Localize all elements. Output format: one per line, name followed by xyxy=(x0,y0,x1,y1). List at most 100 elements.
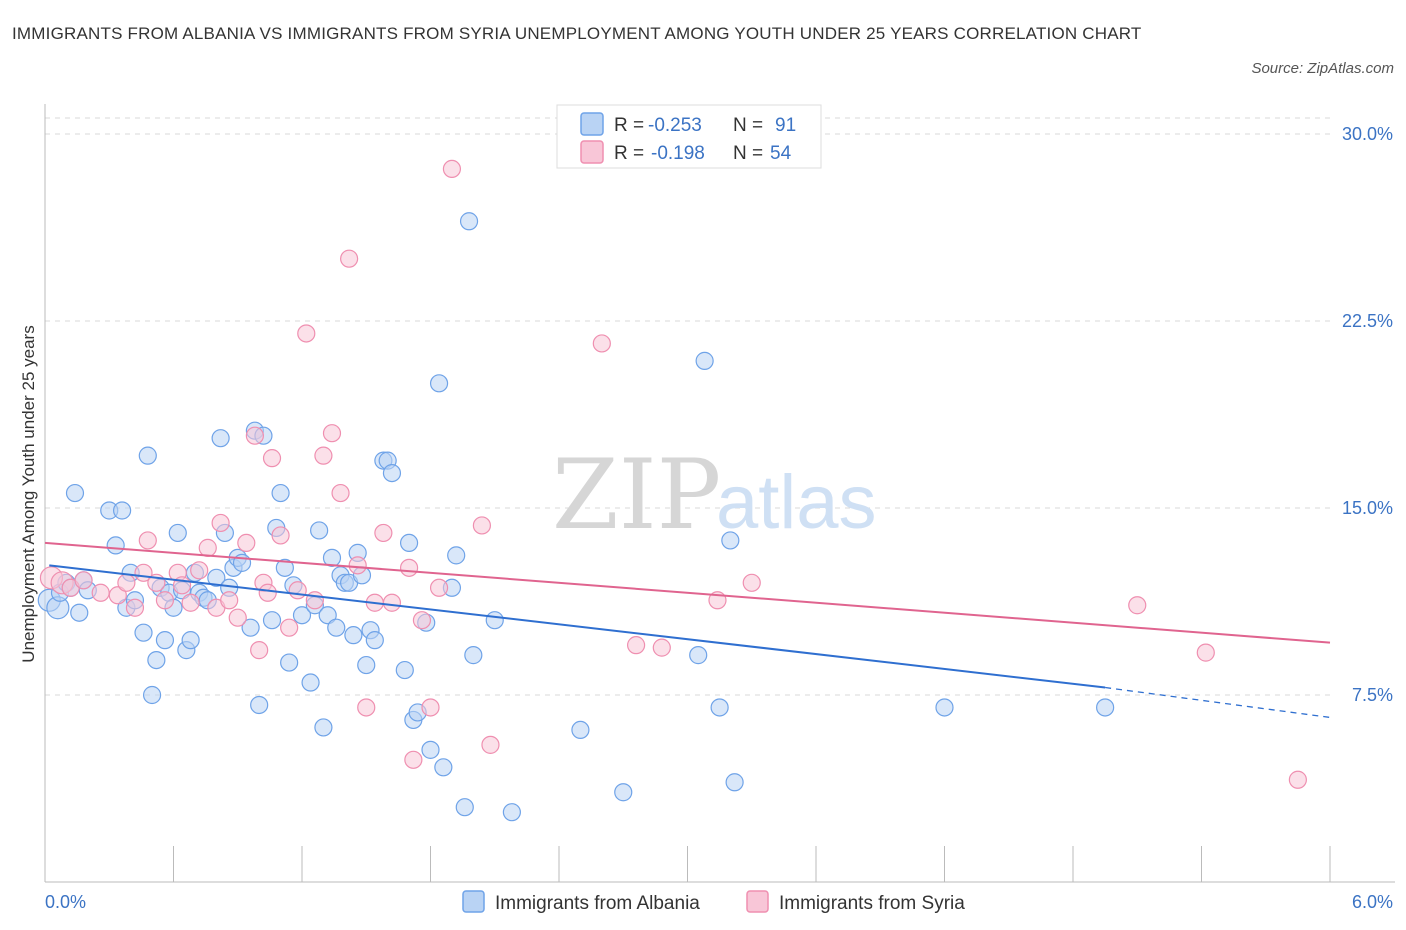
point-albania-45 xyxy=(275,558,294,577)
point-syria-36 xyxy=(348,556,367,575)
bottom-legend-label-syria: Immigrants from Syria xyxy=(779,893,965,914)
point-syria-14 xyxy=(181,593,200,612)
point-albania-38 xyxy=(241,618,260,637)
point-albania-91 xyxy=(1096,698,1115,717)
point-albania-23 xyxy=(168,523,187,543)
point-syria-50 xyxy=(626,636,646,655)
point-albania-78 xyxy=(455,798,474,817)
point-syria-25 xyxy=(258,583,277,602)
point-albania-51 xyxy=(310,521,329,540)
point-albania-80 xyxy=(464,646,483,665)
point-syria-27 xyxy=(271,526,290,545)
point-albania-55 xyxy=(327,618,346,637)
trend-line-albania-extension xyxy=(1105,686,1331,719)
y-tick-label-0: 7.5% xyxy=(1352,685,1393,705)
point-syria-37 xyxy=(357,698,376,717)
bottom-legend-label-albania: Immigrants from Albania xyxy=(495,893,700,914)
point-albania-69 xyxy=(399,533,419,553)
point-albania-11 xyxy=(112,501,132,520)
point-syria-9 xyxy=(138,531,157,550)
point-syria-33 xyxy=(322,424,342,443)
y-axis-title: Unemployment Among Youth under 25 years xyxy=(19,325,38,662)
point-syria-54 xyxy=(1128,596,1147,615)
point-albania-82 xyxy=(502,803,521,822)
point-albania-75 xyxy=(434,758,453,777)
point-albania-15 xyxy=(134,623,153,642)
legend-n-label-albania: N = xyxy=(733,115,763,136)
legend-n-value-syria: 54 xyxy=(770,143,792,164)
point-albania-49 xyxy=(301,673,320,692)
point-syria-53 xyxy=(742,573,761,592)
point-syria-26 xyxy=(262,449,282,468)
point-albania-81 xyxy=(485,611,504,630)
point-syria-18 xyxy=(211,513,230,533)
point-albania-79 xyxy=(459,212,479,231)
point-albania-31 xyxy=(207,568,226,587)
point-syria-34 xyxy=(331,483,350,503)
point-syria-48 xyxy=(481,735,500,754)
top-legend: R = -0.253 N = 91 R = -0.198 N = 54 xyxy=(556,104,822,169)
watermark: ZIP atlas xyxy=(552,439,877,551)
point-syria-49 xyxy=(592,334,611,353)
watermark-zip: ZIP xyxy=(552,439,721,551)
point-syria-31 xyxy=(305,591,324,610)
point-albania-5 xyxy=(65,483,85,503)
point-albania-48 xyxy=(292,606,312,625)
point-albania-83 xyxy=(571,720,590,740)
point-syria-15 xyxy=(190,561,209,580)
point-syria-22 xyxy=(245,426,264,445)
series-albania-points xyxy=(37,212,1115,822)
point-albania-90 xyxy=(935,698,954,717)
y-tick-labels: 7.5% 15.0% 22.5% 30.0% xyxy=(1342,124,1393,705)
point-syria-16 xyxy=(198,538,217,557)
source-label: Source: ZipAtlas.com xyxy=(1251,60,1394,77)
point-albania-77 xyxy=(447,546,466,565)
point-syria-7 xyxy=(125,598,145,617)
point-albania-32 xyxy=(211,429,230,448)
point-syria-19 xyxy=(220,591,239,610)
point-albania-44 xyxy=(271,483,290,503)
point-albania-6 xyxy=(70,603,89,622)
point-syria-44 xyxy=(421,698,440,717)
point-albania-85 xyxy=(689,646,708,665)
legend-r-label-syria: R = xyxy=(614,143,644,164)
point-albania-87 xyxy=(710,698,729,717)
point-syria-40 xyxy=(382,593,402,612)
point-albania-89 xyxy=(725,773,744,792)
x-tick-label-max: 6.0% xyxy=(1352,892,1393,912)
point-albania-88 xyxy=(721,531,740,550)
point-syria-23 xyxy=(250,641,269,660)
point-syria-39 xyxy=(374,523,393,543)
point-albania-17 xyxy=(142,685,162,705)
legend-r-value-syria: -0.198 xyxy=(651,143,705,164)
point-albania-20 xyxy=(155,631,175,650)
point-syria-29 xyxy=(288,581,307,600)
point-syria-41 xyxy=(399,558,419,577)
point-syria-6 xyxy=(117,573,136,592)
point-albania-10 xyxy=(106,536,125,555)
axes xyxy=(44,104,1395,883)
y-tick-label-3: 30.0% xyxy=(1342,124,1393,144)
point-albania-54 xyxy=(322,548,342,567)
point-albania-84 xyxy=(614,783,633,802)
point-syria-35 xyxy=(340,249,359,268)
point-albania-68 xyxy=(395,660,414,680)
watermark-atlas: atlas xyxy=(716,460,877,545)
trend-line-syria xyxy=(44,541,1331,644)
chart-title: IMMIGRANTS FROM ALBANIA VS IMMIGRANTS FR… xyxy=(12,24,1142,43)
bottom-legend-swatch-syria xyxy=(746,890,769,913)
point-albania-86 xyxy=(695,351,714,370)
point-albania-64 xyxy=(365,631,384,650)
point-albania-26 xyxy=(181,631,200,650)
legend-r-label-albania: R = xyxy=(614,115,644,136)
point-albania-52 xyxy=(314,718,333,737)
point-syria-32 xyxy=(314,446,333,465)
point-syria-3 xyxy=(74,571,93,590)
point-albania-73 xyxy=(421,740,440,759)
trend-line-albania xyxy=(49,564,1106,689)
point-albania-53 xyxy=(318,606,337,625)
point-albania-59 xyxy=(344,626,363,645)
legend-swatch-syria xyxy=(580,140,604,164)
point-syria-51 xyxy=(652,638,671,657)
